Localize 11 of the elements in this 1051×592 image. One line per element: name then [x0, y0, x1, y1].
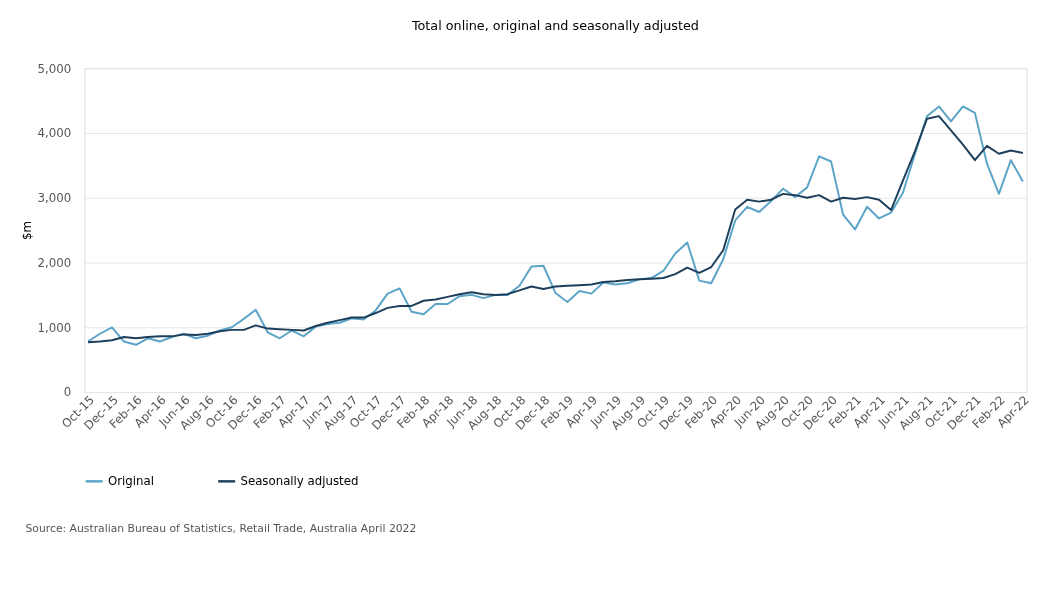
- legend-label: Original: [107, 474, 154, 489]
- y-tick-label: 4,000: [37, 126, 72, 141]
- y-tick-label: 0: [63, 385, 72, 400]
- legend-label: Seasonally adjusted: [240, 474, 359, 489]
- y-tick-label: 1,000: [37, 320, 72, 335]
- source-note: Source: Australian Bureau of Statistics, Retail Trade, Australia April 2022: [25, 522, 417, 536]
- y-axis-title: $m: [19, 221, 34, 241]
- y-tick-label: 5,000: [37, 61, 72, 76]
- y-tick-label: 2,000: [37, 255, 72, 270]
- chart-title: Total online, original and seasonally adjusted: [410, 17, 699, 33]
- y-tick-label: 3,000: [37, 191, 72, 206]
